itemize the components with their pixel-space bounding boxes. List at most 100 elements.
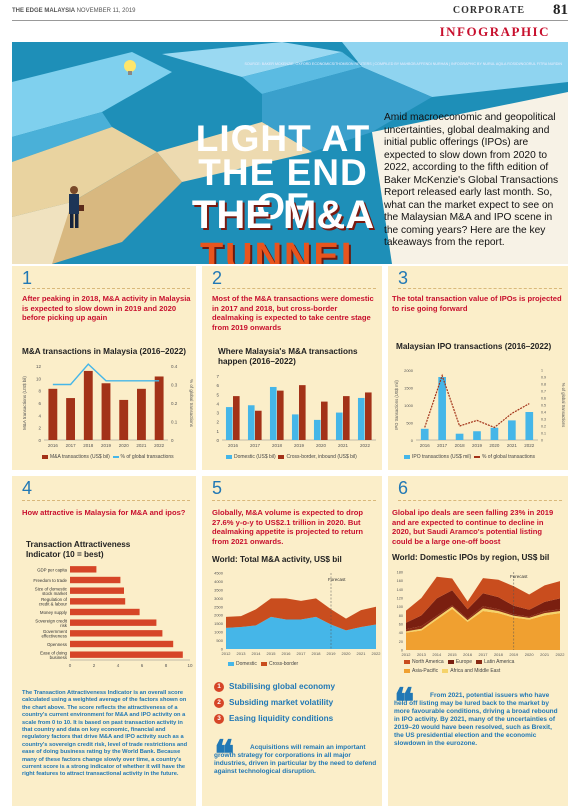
chart-2-title: Where Malaysia's M&A transactions happen… — [218, 347, 358, 366]
bar — [335, 412, 343, 440]
bar — [420, 428, 429, 440]
kicker: INFOGRAPHIC — [439, 24, 550, 39]
x-tick-label: 8 — [165, 663, 168, 668]
y-tick-label: 0 — [216, 438, 219, 443]
section-3-heading: The total transaction value of IPOs is p… — [392, 294, 562, 313]
x-tick-label: 2017 — [250, 443, 261, 448]
y2-tick-label: 0.1 — [541, 432, 546, 436]
bar — [291, 414, 299, 440]
section-6-number: 6 — [398, 478, 409, 498]
y2-tick-label: 0.4 — [171, 364, 178, 369]
bar — [70, 640, 174, 648]
bar — [357, 397, 365, 440]
y-tick-label: 7 — [216, 374, 219, 379]
x-tick-label: 2018 — [455, 443, 466, 448]
x-tick-label: 2016 — [463, 652, 473, 657]
y-tick-label: 140 — [397, 588, 403, 592]
forecast-label: Forecast — [510, 574, 528, 579]
category-label: credit & labour — [39, 602, 68, 607]
y2-tick-label: 0 — [171, 438, 174, 443]
headline-line-3: TUNNEL — [199, 236, 367, 264]
headline-line-2: THE M&A — [191, 193, 375, 237]
x-tick-label: 2015 — [267, 651, 277, 656]
y2-tick-label: 0.3 — [541, 418, 546, 422]
bar — [299, 385, 306, 440]
category-label: Government — [43, 629, 68, 634]
bar — [70, 566, 97, 573]
area-series — [406, 605, 560, 632]
bar — [438, 377, 446, 440]
x-tick-label: 2019 — [327, 651, 337, 656]
section-4-heading: How attractive is Malaysia for M&A and i… — [22, 508, 186, 517]
businessman-figure — [69, 186, 84, 228]
y-axis-label: M&A transactions (US$ bil) — [22, 376, 27, 430]
x-tick-label: 2018 — [272, 443, 283, 448]
x-tick-label: 2013 — [237, 651, 247, 656]
bar — [66, 398, 75, 440]
y2-tick-label: 0.3 — [171, 383, 178, 388]
bar — [247, 405, 255, 440]
x-tick-label: 2019 — [509, 652, 519, 657]
y-tick-label: 100 — [397, 605, 403, 609]
x-tick-label: 2014 — [252, 651, 262, 656]
x-tick-label: 2012 — [402, 652, 412, 657]
category-label: business — [50, 655, 68, 660]
x-tick-label: 2021 — [540, 652, 550, 657]
y-tick-label: 180 — [397, 571, 403, 575]
chart-6-legend: North America Europe Latin America Asia-… — [404, 658, 564, 676]
chart-4-title: Transaction Attractiveness Indicator (10… — [26, 540, 131, 559]
section-2-number: 2 — [212, 268, 223, 288]
publication-name: THE EDGE MALAYSIA NOVEMBER 11, 2019 — [12, 8, 136, 14]
x-tick-label: 2020 — [342, 651, 352, 656]
y-tick-label: 3 — [216, 411, 219, 416]
x-tick-label: 2020 — [316, 443, 327, 448]
y-tick-label: 4 — [38, 413, 41, 418]
x-tick-label: 2021 — [136, 443, 147, 448]
bar — [233, 396, 240, 440]
x-tick-label: 2016 — [420, 443, 431, 448]
x-tick-label: 2019 — [101, 443, 112, 448]
x-tick-label: 2013 — [417, 652, 427, 657]
area-series — [406, 606, 560, 633]
masthead: THE EDGE MALAYSIA NOVEMBER 11, 2019 CORP… — [0, 0, 580, 22]
section-4-note: The Transaction Attractiveness Indicator… — [22, 690, 188, 778]
y-tick-label: 60 — [399, 623, 403, 627]
x-tick-label: 2020 — [119, 443, 130, 448]
y-tick-label: 4000 — [214, 579, 224, 584]
area-series — [226, 598, 376, 631]
credit-line: SOURCE: BAKER MCKENZIE, OXFORD ECONOMICS… — [244, 62, 562, 66]
bar — [70, 619, 157, 626]
section-4-rule — [22, 500, 190, 501]
y-tick-label: 160 — [397, 579, 403, 583]
y2-axis-label: % of global transactions — [189, 379, 194, 428]
y2-tick-label: 0.2 — [171, 401, 178, 406]
area-series — [406, 576, 560, 623]
y-tick-label: 3500 — [214, 587, 224, 592]
y-tick-label: 1500 — [214, 621, 224, 626]
forecast-label: Forecast — [328, 577, 346, 582]
section-1-number: 1 — [22, 268, 33, 288]
x-tick-label: 2017 — [297, 651, 307, 656]
category-label: stock market — [42, 591, 68, 596]
x-tick-label: 2021 — [507, 443, 518, 448]
chart-1-title: M&A transactions in Malaysia (2016–2022) — [22, 347, 186, 356]
bullet-2: 2 Subsiding market volatility — [214, 698, 333, 708]
bar — [225, 407, 233, 440]
section-5-rule — [212, 500, 376, 501]
category-label: Openness — [47, 642, 68, 647]
bar — [119, 399, 129, 440]
category-label: effectiveness — [41, 634, 67, 639]
y-tick-label: 2000 — [214, 613, 224, 618]
section-name: CORPORATE — [452, 5, 525, 16]
section-2-heading: Most of the M&A transactions were domest… — [212, 294, 374, 332]
y2-tick-label: 0.7 — [541, 390, 546, 394]
x-tick-label: 2017 — [479, 652, 489, 657]
x-tick-label: 2020 — [489, 443, 500, 448]
maze-illustration — [12, 42, 568, 264]
bar — [137, 388, 146, 440]
bar — [101, 383, 111, 440]
chart-3-legend: IPO transactions (US$ mil) % of global t… — [404, 454, 535, 460]
y2-tick-label: 0 — [541, 439, 543, 443]
y-tick-label: 4500 — [214, 571, 224, 576]
bar — [508, 420, 516, 440]
